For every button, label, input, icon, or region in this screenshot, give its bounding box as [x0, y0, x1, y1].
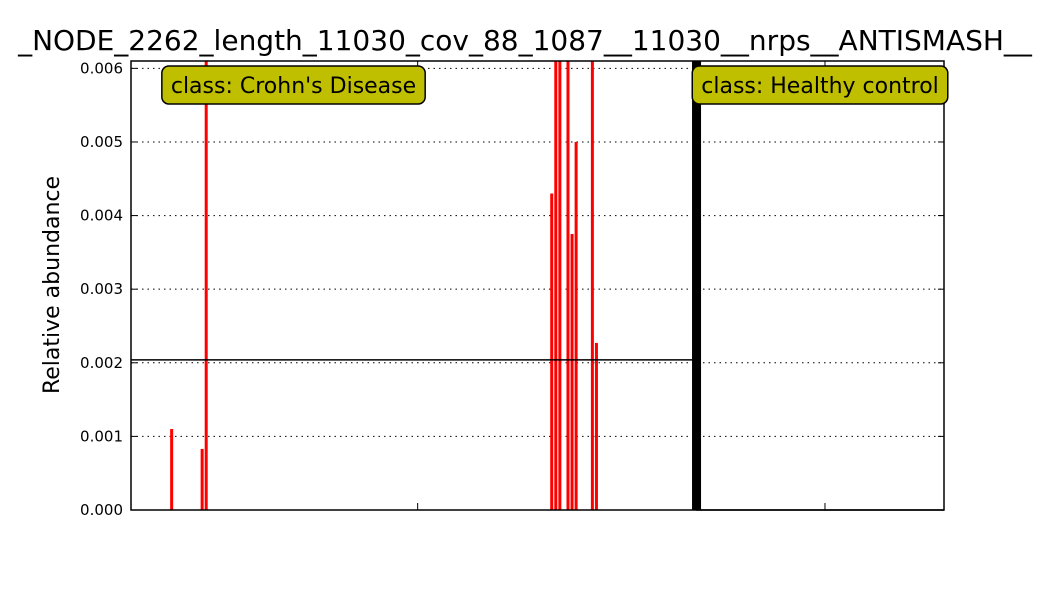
y-tick-label: 0.001 [80, 427, 123, 445]
bar [566, 61, 570, 510]
y-tick-label: 0.000 [80, 501, 123, 519]
x-axis [130, 61, 826, 510]
bar [170, 429, 174, 510]
grid [131, 67, 944, 437]
bar [570, 233, 574, 510]
bar [574, 141, 578, 510]
class-label-box [161, 65, 426, 105]
y-tick-label: 0.004 [80, 207, 123, 225]
chart-title: _NODE_2262_length_11030_cov_88_1087__110… [17, 24, 1033, 57]
y-tick-label: 0.003 [80, 280, 123, 298]
y-tick-label: 0.006 [80, 59, 123, 77]
class-separator [692, 61, 702, 510]
y-axis: 0.000 0.001 0.002 0.003 0.004 0.005 0.006 [80, 59, 944, 519]
y-tick-label: 0.005 [80, 133, 123, 151]
class-label: class: Healthy control [691, 65, 949, 105]
plot-frame [130, 60, 945, 511]
bar [558, 61, 562, 510]
class-label-text: class: Healthy control [701, 74, 939, 99]
class-labels: class: Crohn's Disease class: Healthy con… [161, 65, 949, 105]
y-tick-label: 0.002 [80, 354, 123, 372]
bar [590, 61, 594, 510]
bar [550, 193, 554, 510]
bars [170, 61, 702, 510]
class-label-text: class: Crohn's Disease [171, 74, 416, 99]
class-label-box [691, 65, 949, 105]
bar [200, 448, 204, 510]
bar [554, 61, 558, 510]
class-label: class: Crohn's Disease [161, 65, 426, 105]
class-mean-lines [131, 359, 944, 511]
y-axis-label: Relative abundance [40, 176, 65, 394]
bar [204, 61, 208, 510]
bar [594, 342, 598, 510]
